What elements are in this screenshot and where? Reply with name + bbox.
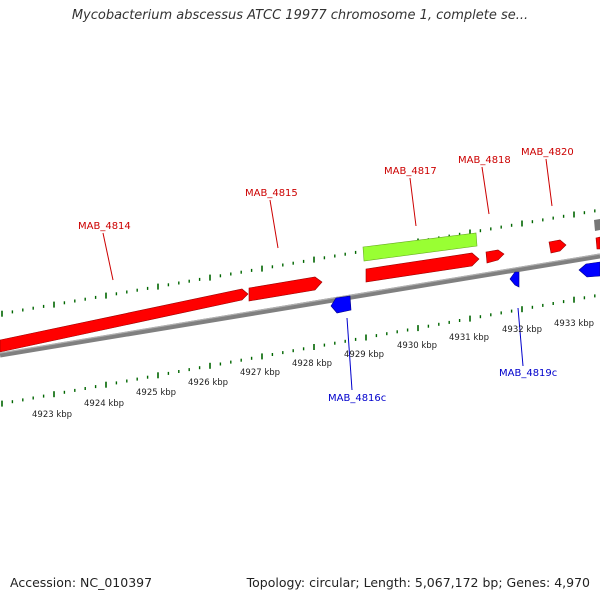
scale-label-4928: 4928 kbp xyxy=(292,359,332,369)
gene-label-mab-4817[interactable]: MAB_4817 xyxy=(384,166,437,177)
label-line-mab-4819c xyxy=(517,307,524,367)
label-line-mab-4817 xyxy=(409,177,417,227)
gene-arrow-mab-4817-highlight[interactable] xyxy=(362,232,478,262)
scale-label-4925: 4925 kbp xyxy=(136,388,176,398)
label-line-mab-4814 xyxy=(102,232,114,281)
gene-arrow-mab-4815[interactable] xyxy=(248,276,323,302)
scale-label-4926: 4926 kbp xyxy=(188,378,228,388)
gene-label-mab-4814[interactable]: MAB_4814 xyxy=(78,221,131,232)
gene-arrow-mab-4819c[interactable] xyxy=(509,271,520,288)
gene-label-mab-4819c[interactable]: MAB_4819c xyxy=(499,368,557,379)
scale-label-4931: 4931 kbp xyxy=(449,333,489,343)
gene-arrow-mab-4818[interactable] xyxy=(485,249,505,264)
inner-tick-row xyxy=(1,294,596,407)
label-line-mab-4816c xyxy=(346,317,353,391)
accession-text: Accession: NC_010397 xyxy=(10,575,153,590)
chromosome-backbone xyxy=(0,253,600,358)
map-title: Mycobacterium abscessus ATCC 19977 chrom… xyxy=(71,8,529,23)
gene-arrow-offscreen-right[interactable] xyxy=(595,236,600,250)
gene-label-mab-4816c[interactable]: MAB_4816c xyxy=(328,393,386,404)
gene-label-mab-4820[interactable]: MAB_4820 xyxy=(521,147,574,158)
label-line-mab-4818 xyxy=(481,166,490,215)
summary-text: Topology: circular; Length: 5,067,172 bp… xyxy=(246,575,590,590)
gene-arrow-mab-4820[interactable] xyxy=(548,239,567,254)
scale-label-4929: 4929 kbp xyxy=(344,350,384,360)
gene-label-mab-4815[interactable]: MAB_4815 xyxy=(245,188,298,199)
gene-arrow-mab-4816c[interactable] xyxy=(330,295,352,314)
gene-arrow-offscreen-right-reverse[interactable] xyxy=(578,261,600,278)
scale-label-4930: 4930 kbp xyxy=(397,341,437,351)
scale-label-4933: 4933 kbp xyxy=(554,319,594,329)
gene-arrow-mab-4817[interactable] xyxy=(365,252,480,283)
scale-label-4924: 4924 kbp xyxy=(84,399,124,409)
chromosome-backbone-highlight xyxy=(0,253,600,354)
label-line-mab-4815 xyxy=(269,199,279,249)
gene-label-mab-4818[interactable]: MAB_4818 xyxy=(458,155,511,166)
scale-label-4927: 4927 kbp xyxy=(240,368,280,378)
gene-arrow-mab-4814[interactable] xyxy=(0,288,249,353)
feature-block-offscreen-right xyxy=(594,219,600,231)
scale-label-4923: 4923 kbp xyxy=(32,410,72,420)
label-line-mab-4820 xyxy=(545,158,553,207)
scale-label-4932: 4932 kbp xyxy=(502,325,542,335)
